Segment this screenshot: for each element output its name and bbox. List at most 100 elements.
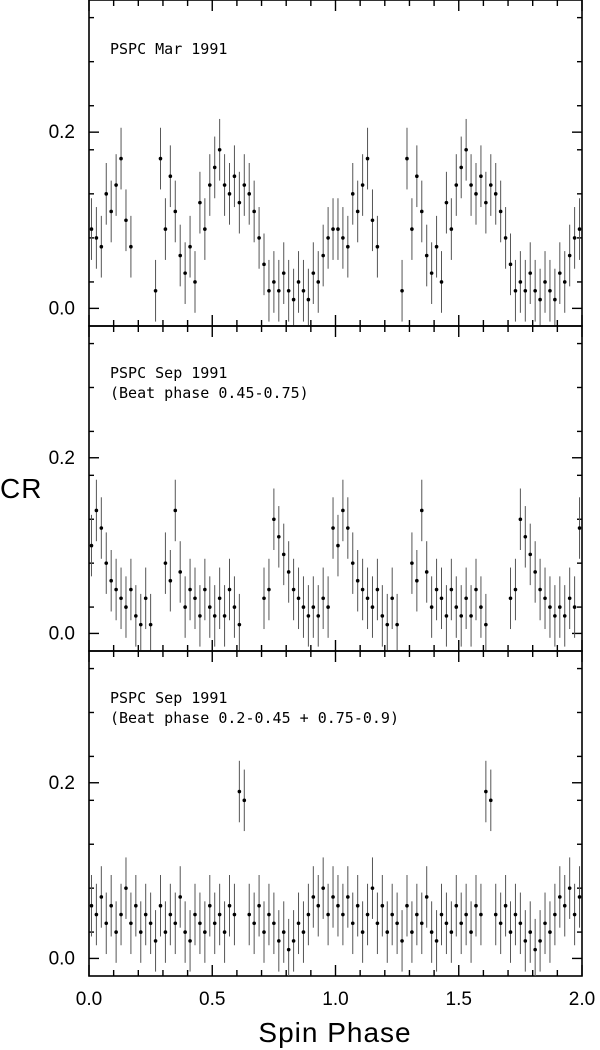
data-point [464, 912, 468, 917]
panel-top-annotation-line-1: PSPC Mar 1991 [110, 40, 227, 58]
data-point [444, 200, 449, 205]
data-point [454, 903, 459, 908]
data-point [360, 587, 365, 592]
data-point [247, 912, 252, 917]
data-point [207, 903, 212, 908]
data-point [168, 912, 173, 917]
panel-bottom-annotation-line-2: (Beat phase 0.2-0.45 + 0.75-0.9) [110, 709, 399, 727]
data-point [543, 921, 547, 926]
data-point [365, 912, 370, 917]
data-point [469, 183, 473, 187]
data-point [400, 939, 404, 943]
data-point [173, 209, 178, 214]
data-point [572, 605, 577, 609]
data-point [419, 921, 424, 926]
data-point [296, 596, 301, 601]
data-point [434, 587, 439, 592]
data-point [567, 253, 572, 258]
data-point [143, 912, 148, 917]
data-point [479, 605, 483, 609]
y-tick-label: 0.2 [49, 773, 75, 794]
data-point [153, 939, 158, 943]
data-point [326, 236, 330, 240]
data-point [311, 271, 316, 275]
data-point [257, 236, 261, 240]
data-point [553, 297, 557, 302]
data-point [518, 517, 523, 522]
y-tick-label: 0.0 [49, 623, 75, 644]
data-point [301, 930, 306, 934]
data-point [331, 227, 335, 231]
panel-top: PSPC Mar 1991 0.0 0.2 [49, 0, 583, 327]
data-point [464, 147, 468, 152]
data-point [434, 939, 439, 943]
data-point [311, 895, 316, 899]
data-point [405, 903, 409, 908]
data-point [281, 930, 286, 934]
data-point [222, 183, 227, 187]
data-point [207, 183, 212, 187]
data-point [119, 912, 123, 917]
data-point [488, 183, 493, 187]
data-point [168, 174, 173, 179]
data-point [385, 622, 390, 627]
data-point [242, 183, 247, 187]
data-point [459, 614, 464, 618]
data-point [227, 192, 232, 196]
data-point [508, 262, 513, 267]
data-point [104, 921, 109, 926]
data-point [277, 288, 281, 293]
data-point [558, 271, 562, 275]
data-point [212, 165, 217, 170]
data-point [577, 227, 582, 231]
data-point [375, 587, 380, 592]
data-point [355, 903, 360, 908]
data-point [272, 280, 276, 284]
data-point [262, 262, 266, 267]
data-point [148, 622, 153, 627]
data-point [365, 596, 370, 601]
data-point [558, 605, 562, 609]
data-point [316, 903, 321, 908]
data-point [129, 244, 133, 249]
data-point [424, 253, 429, 258]
x-tick-label: 0.0 [76, 989, 102, 1010]
data-point [528, 271, 533, 275]
data-point [296, 280, 301, 284]
data-point [222, 930, 227, 934]
data-point [503, 903, 508, 908]
data-point [252, 921, 256, 926]
data-point [242, 798, 247, 803]
data-point [114, 587, 118, 592]
data-point [449, 587, 454, 592]
data-point [528, 552, 533, 557]
data-point [444, 921, 449, 926]
data-point [479, 912, 483, 917]
data-point [291, 297, 296, 302]
data-point [553, 912, 557, 917]
data-point [479, 174, 483, 179]
data-point [350, 561, 355, 565]
data-point [262, 596, 266, 601]
data-point [577, 895, 582, 899]
data-point [346, 526, 350, 530]
data-point [267, 288, 271, 293]
data-point [217, 596, 222, 601]
data-point [454, 183, 459, 187]
data-point [124, 218, 128, 223]
data-point [99, 895, 104, 899]
data-point [350, 192, 355, 196]
data-point [439, 280, 444, 284]
x-tick-label: 2.0 [569, 989, 595, 1010]
data-point [385, 930, 390, 934]
data-point [410, 227, 414, 231]
data-point [212, 921, 217, 926]
data-point [138, 622, 143, 627]
data-point [94, 508, 99, 513]
data-point [488, 798, 493, 803]
data-point [484, 789, 488, 794]
data-point [474, 587, 478, 592]
data-point [99, 244, 104, 249]
data-point [390, 596, 394, 601]
